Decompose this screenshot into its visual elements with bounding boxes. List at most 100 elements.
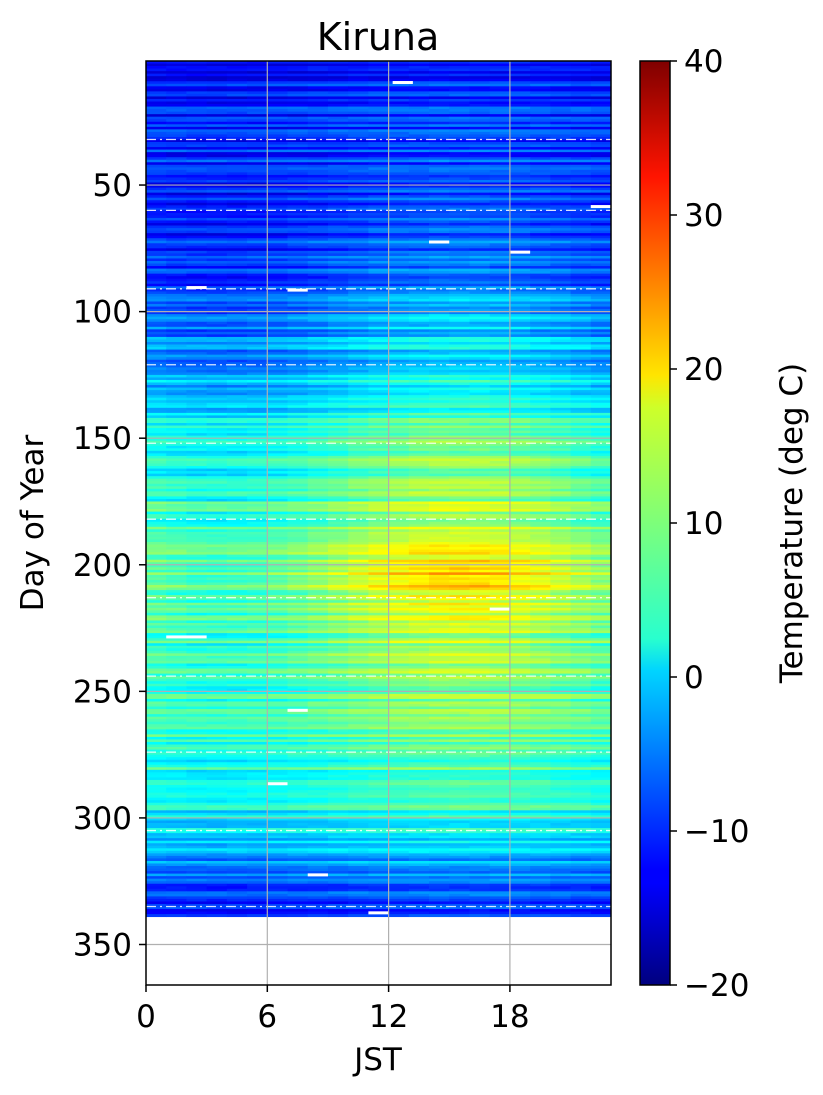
heat-cell bbox=[388, 516, 410, 520]
heat-cell bbox=[186, 438, 208, 442]
heat-cell bbox=[469, 192, 491, 196]
heat-cell bbox=[408, 268, 430, 272]
heat-cell bbox=[550, 139, 571, 143]
heat-cell bbox=[186, 587, 208, 591]
heat-cell bbox=[530, 268, 551, 272]
heat-cell bbox=[469, 450, 491, 454]
heat-cell bbox=[206, 101, 228, 105]
heat-cell bbox=[530, 579, 551, 583]
heat-cell bbox=[469, 585, 491, 588]
heat-cell bbox=[186, 410, 208, 414]
heat-cell bbox=[267, 541, 288, 545]
heat-cell bbox=[590, 488, 612, 492]
heat-cell bbox=[489, 179, 511, 183]
heat-cell bbox=[146, 121, 167, 125]
heat-cell bbox=[186, 425, 208, 429]
heat-cell bbox=[327, 496, 349, 500]
heat-cell bbox=[166, 250, 187, 254]
heat-cell bbox=[146, 200, 167, 204]
heat-cell bbox=[327, 96, 349, 100]
heat-cell bbox=[348, 98, 369, 102]
heat-cell bbox=[287, 390, 309, 394]
heat-cell bbox=[530, 215, 551, 219]
heat-cell bbox=[550, 142, 571, 145]
heat-cell bbox=[348, 607, 369, 611]
heat-cell bbox=[570, 220, 592, 224]
heat-cell bbox=[550, 114, 571, 118]
heat-cell bbox=[408, 240, 430, 244]
heat-cell bbox=[368, 215, 390, 219]
heat-cell bbox=[206, 458, 228, 462]
heat-cell bbox=[368, 93, 390, 97]
heat-cell bbox=[570, 466, 592, 469]
heat-cell bbox=[429, 377, 450, 381]
heat-cell bbox=[570, 354, 592, 358]
heat-cell bbox=[348, 516, 369, 520]
heat-cell bbox=[530, 567, 551, 571]
heat-cell bbox=[570, 271, 592, 275]
heat-cell bbox=[489, 534, 511, 538]
heat-cell bbox=[509, 600, 531, 604]
heat-cell bbox=[247, 390, 268, 394]
heat-cell bbox=[489, 567, 511, 571]
heat-cell bbox=[206, 367, 228, 371]
heat-cell bbox=[368, 195, 390, 199]
heat-cell bbox=[267, 377, 288, 381]
heat-cell bbox=[429, 405, 450, 409]
heat-cell bbox=[590, 88, 612, 92]
heat-cell bbox=[166, 63, 187, 67]
heat-cell bbox=[287, 304, 309, 307]
heat-cell bbox=[469, 587, 491, 591]
heat-cell bbox=[489, 326, 511, 330]
heat-cell bbox=[509, 536, 531, 540]
heat-cell bbox=[247, 225, 268, 229]
heat-cell bbox=[530, 521, 551, 525]
heat-cell bbox=[570, 263, 592, 267]
heat-cell bbox=[186, 248, 208, 252]
heat-cell bbox=[287, 352, 309, 356]
heat-cell bbox=[307, 544, 329, 548]
heat-cell bbox=[408, 260, 430, 264]
heat-cell bbox=[348, 486, 369, 490]
heat-cell bbox=[327, 600, 349, 604]
heat-cell bbox=[530, 172, 551, 176]
heat-cell bbox=[287, 228, 309, 232]
heat-cell bbox=[348, 572, 369, 576]
heat-cell bbox=[206, 185, 228, 188]
heat-cell bbox=[287, 547, 309, 550]
heat-cell bbox=[509, 235, 531, 239]
heat-cell bbox=[226, 539, 248, 543]
heat-cell bbox=[570, 476, 592, 480]
heat-cell bbox=[550, 260, 571, 264]
heat-cell bbox=[287, 600, 309, 604]
heat-cell bbox=[469, 149, 491, 153]
heat-cell bbox=[590, 319, 612, 323]
heat-cell bbox=[287, 212, 309, 216]
heat-cell bbox=[226, 342, 248, 345]
heat-cell bbox=[590, 268, 612, 272]
heat-cell bbox=[206, 478, 228, 482]
heat-cell bbox=[267, 547, 288, 550]
heat-cell bbox=[267, 382, 288, 386]
heat-cell bbox=[226, 134, 248, 138]
heat-cell bbox=[469, 506, 491, 510]
heat-cell bbox=[186, 501, 208, 505]
heat-cell bbox=[449, 195, 470, 199]
heat-cell bbox=[327, 493, 349, 497]
heat-cell bbox=[449, 268, 470, 272]
heat-cell bbox=[449, 83, 470, 87]
heat-cell bbox=[327, 273, 349, 277]
heat-cell bbox=[408, 187, 430, 191]
heat-cell bbox=[469, 440, 491, 444]
heat-cell bbox=[489, 587, 511, 591]
heat-cell bbox=[530, 400, 551, 404]
heat-cell bbox=[206, 329, 228, 333]
heat-cell bbox=[469, 334, 491, 338]
heat-cell bbox=[408, 514, 430, 518]
heat-cell bbox=[267, 552, 288, 556]
heat-cell bbox=[206, 372, 228, 376]
heat-cell bbox=[489, 248, 511, 252]
heat-cell bbox=[388, 314, 410, 318]
heat-cell bbox=[408, 293, 430, 297]
heat-cell bbox=[590, 397, 612, 401]
